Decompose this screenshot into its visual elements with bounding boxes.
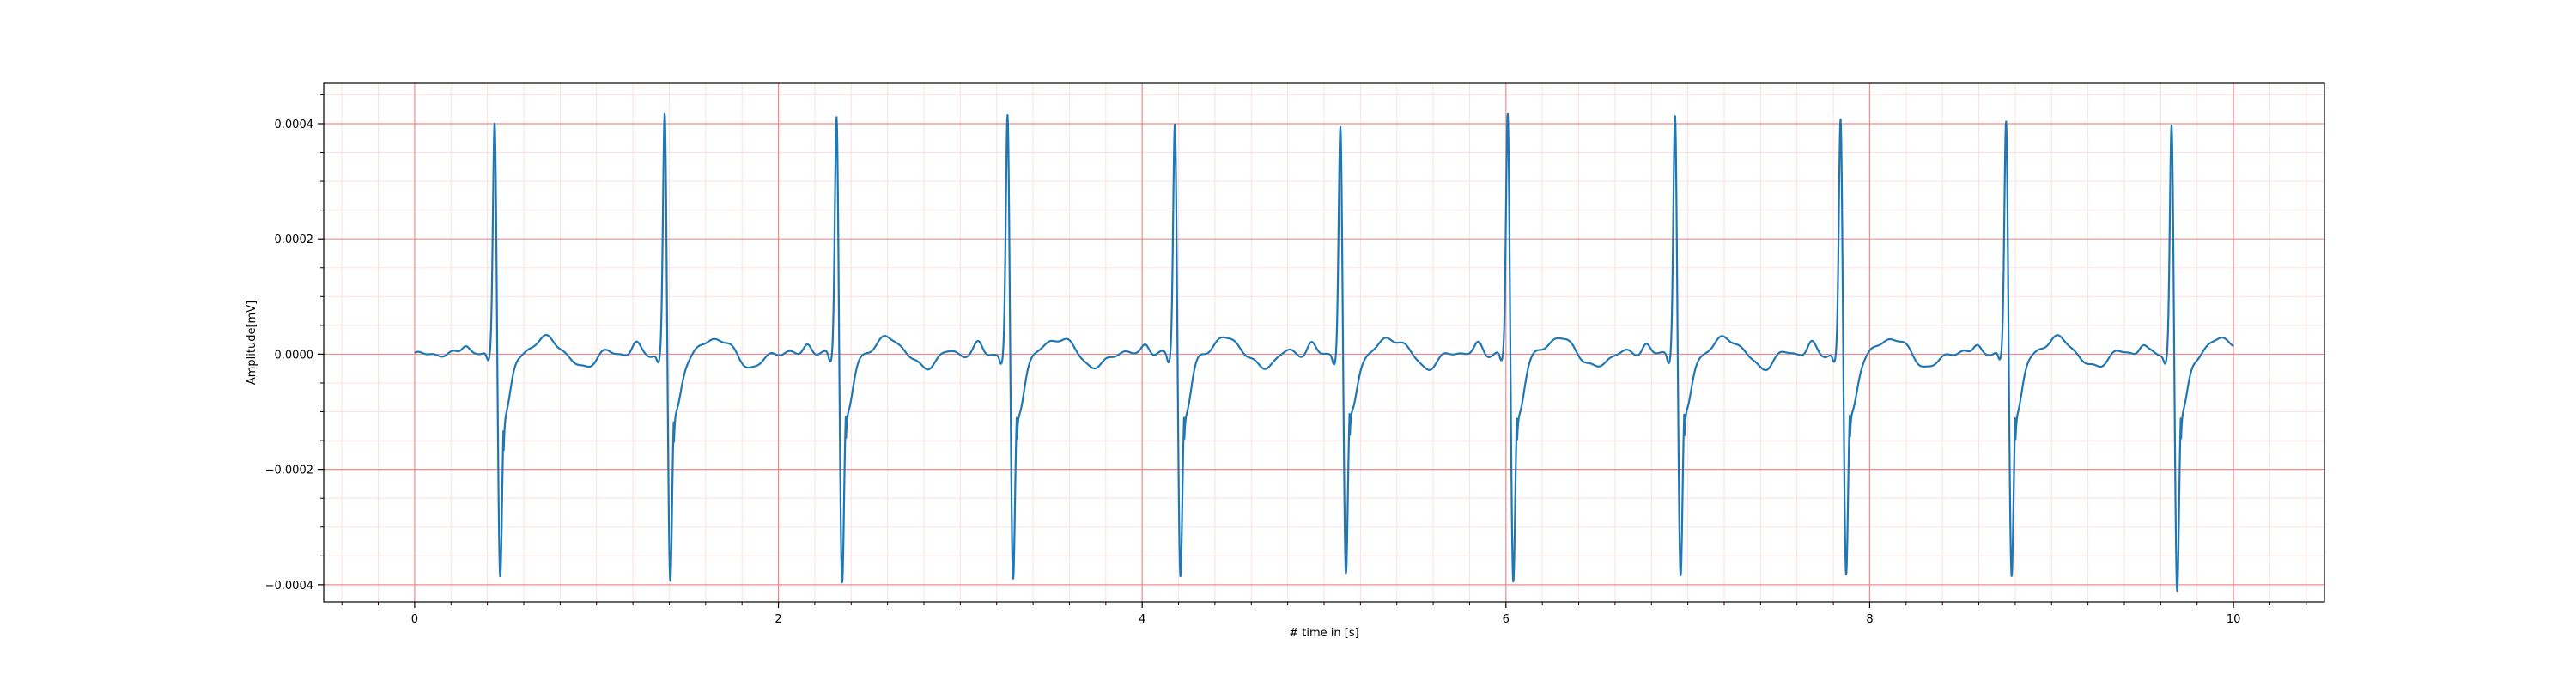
x-tick-label: 2 (775, 613, 781, 626)
x-tick-label: 6 (1503, 613, 1510, 626)
x-tick-label: 0 (411, 613, 418, 626)
ecg-series-line (414, 112, 2234, 593)
y-tick-label: −0.0002 (265, 465, 313, 477)
x-axis-title: # time in [s] (1289, 627, 1358, 640)
y-tick-label: 0.0002 (275, 234, 314, 246)
x-tick-label: 8 (1866, 613, 1873, 626)
y-axis: −0.0004 −0.0002 0.0000 0.0002 0.0004 (265, 94, 324, 593)
y-axis-title: Amplitude[mV] (246, 301, 258, 385)
minor-grid (324, 83, 2324, 602)
y-tick-label: 0.0000 (275, 349, 314, 362)
x-tick-label: 10 (2227, 613, 2241, 626)
y-tick-label: 0.0004 (275, 119, 314, 131)
x-tick-label: 4 (1139, 613, 1145, 626)
plot-area (323, 82, 2325, 603)
y-tick-label: −0.0004 (265, 580, 313, 593)
x-axis: 0 2 4 6 8 10 (341, 602, 2307, 626)
